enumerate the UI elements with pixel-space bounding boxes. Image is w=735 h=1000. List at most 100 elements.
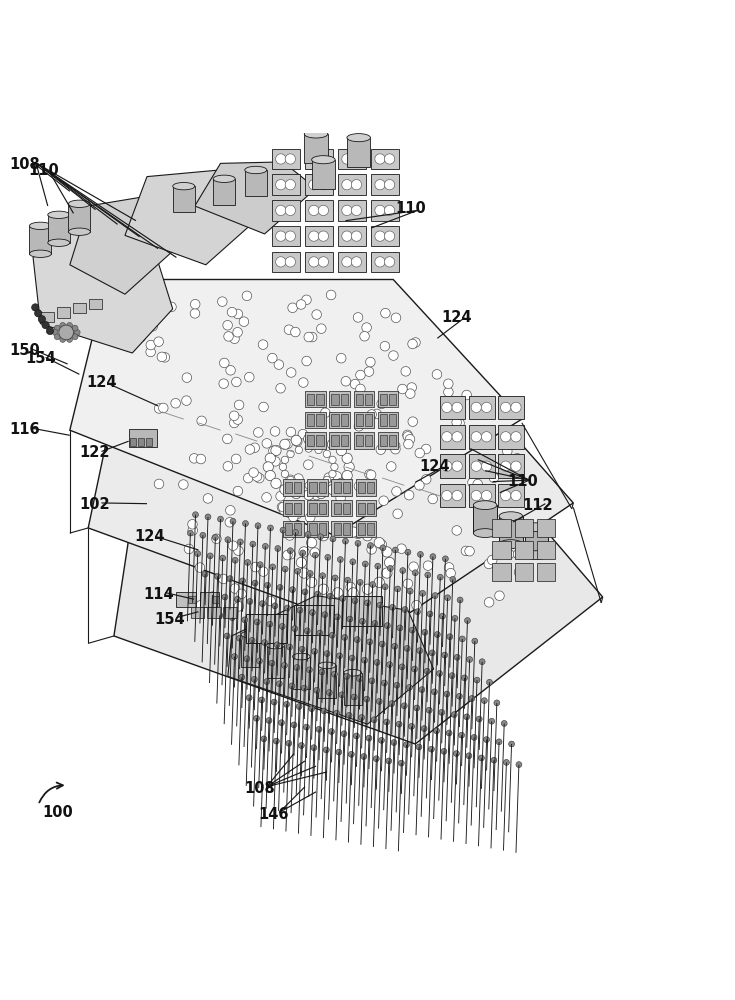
Circle shape — [286, 740, 292, 746]
Circle shape — [259, 402, 268, 412]
Circle shape — [382, 584, 388, 590]
Circle shape — [298, 743, 304, 748]
Bar — [246, 614, 287, 643]
Bar — [318, 523, 326, 535]
Circle shape — [372, 621, 378, 626]
Circle shape — [205, 514, 211, 520]
Ellipse shape — [318, 662, 336, 669]
Circle shape — [305, 513, 315, 522]
Circle shape — [329, 456, 336, 464]
Bar — [343, 482, 350, 493]
Bar — [340, 414, 348, 426]
Circle shape — [309, 231, 319, 241]
Circle shape — [453, 751, 459, 757]
Bar — [318, 665, 336, 698]
Bar — [307, 394, 315, 405]
Circle shape — [367, 639, 373, 645]
Bar — [492, 541, 511, 559]
Circle shape — [212, 534, 221, 544]
Circle shape — [452, 490, 462, 501]
Bar — [334, 503, 341, 514]
Circle shape — [326, 690, 332, 696]
Circle shape — [495, 591, 504, 601]
Circle shape — [265, 453, 276, 463]
Circle shape — [190, 309, 200, 318]
Circle shape — [404, 742, 409, 748]
Circle shape — [434, 728, 440, 734]
Circle shape — [374, 577, 384, 587]
Bar — [331, 479, 352, 496]
Circle shape — [351, 180, 362, 190]
Circle shape — [452, 615, 458, 621]
Text: 124: 124 — [135, 529, 165, 544]
Circle shape — [375, 563, 381, 569]
Circle shape — [446, 730, 452, 736]
Circle shape — [415, 609, 420, 615]
Bar — [371, 149, 399, 169]
Circle shape — [266, 596, 276, 606]
Circle shape — [441, 748, 447, 754]
Circle shape — [355, 540, 361, 546]
Bar — [440, 396, 465, 419]
Circle shape — [342, 231, 352, 241]
Circle shape — [297, 607, 303, 613]
Circle shape — [233, 327, 243, 337]
Bar — [380, 394, 387, 405]
Circle shape — [146, 347, 155, 357]
Bar — [212, 596, 219, 603]
Circle shape — [276, 205, 286, 216]
Circle shape — [197, 416, 207, 426]
Circle shape — [478, 755, 484, 761]
Circle shape — [362, 657, 368, 663]
Circle shape — [309, 706, 315, 712]
Bar — [469, 484, 495, 507]
Circle shape — [368, 543, 373, 549]
Circle shape — [282, 566, 288, 572]
Circle shape — [263, 462, 273, 472]
Bar — [334, 523, 341, 535]
Bar — [309, 503, 317, 514]
Circle shape — [371, 717, 377, 723]
Polygon shape — [70, 191, 198, 294]
Circle shape — [387, 462, 396, 471]
Bar — [130, 438, 136, 446]
Bar — [367, 482, 374, 493]
Circle shape — [184, 544, 194, 554]
Circle shape — [167, 302, 176, 312]
Circle shape — [318, 231, 329, 241]
Circle shape — [284, 701, 290, 707]
Bar — [514, 541, 533, 559]
Circle shape — [351, 231, 362, 241]
Circle shape — [276, 383, 285, 393]
Circle shape — [334, 614, 340, 620]
Circle shape — [356, 370, 365, 380]
Circle shape — [359, 715, 365, 720]
Text: 116: 116 — [9, 422, 40, 437]
Circle shape — [284, 605, 290, 611]
Circle shape — [265, 582, 270, 588]
Circle shape — [442, 490, 452, 501]
Circle shape — [291, 488, 301, 499]
Bar — [73, 303, 86, 313]
Circle shape — [304, 460, 313, 469]
Circle shape — [511, 461, 521, 471]
Circle shape — [417, 648, 423, 654]
Circle shape — [268, 525, 273, 531]
Circle shape — [226, 366, 235, 375]
Circle shape — [343, 538, 348, 544]
Bar — [338, 174, 366, 195]
Circle shape — [287, 644, 293, 650]
Circle shape — [293, 529, 298, 535]
Circle shape — [305, 445, 312, 452]
Circle shape — [262, 439, 271, 448]
Text: 110: 110 — [507, 474, 538, 489]
Circle shape — [315, 591, 320, 597]
Circle shape — [359, 618, 365, 624]
Circle shape — [259, 697, 265, 703]
Circle shape — [391, 313, 401, 323]
Circle shape — [154, 404, 164, 413]
Circle shape — [412, 666, 417, 672]
Bar — [358, 482, 365, 493]
Circle shape — [326, 290, 336, 300]
Circle shape — [351, 205, 362, 216]
